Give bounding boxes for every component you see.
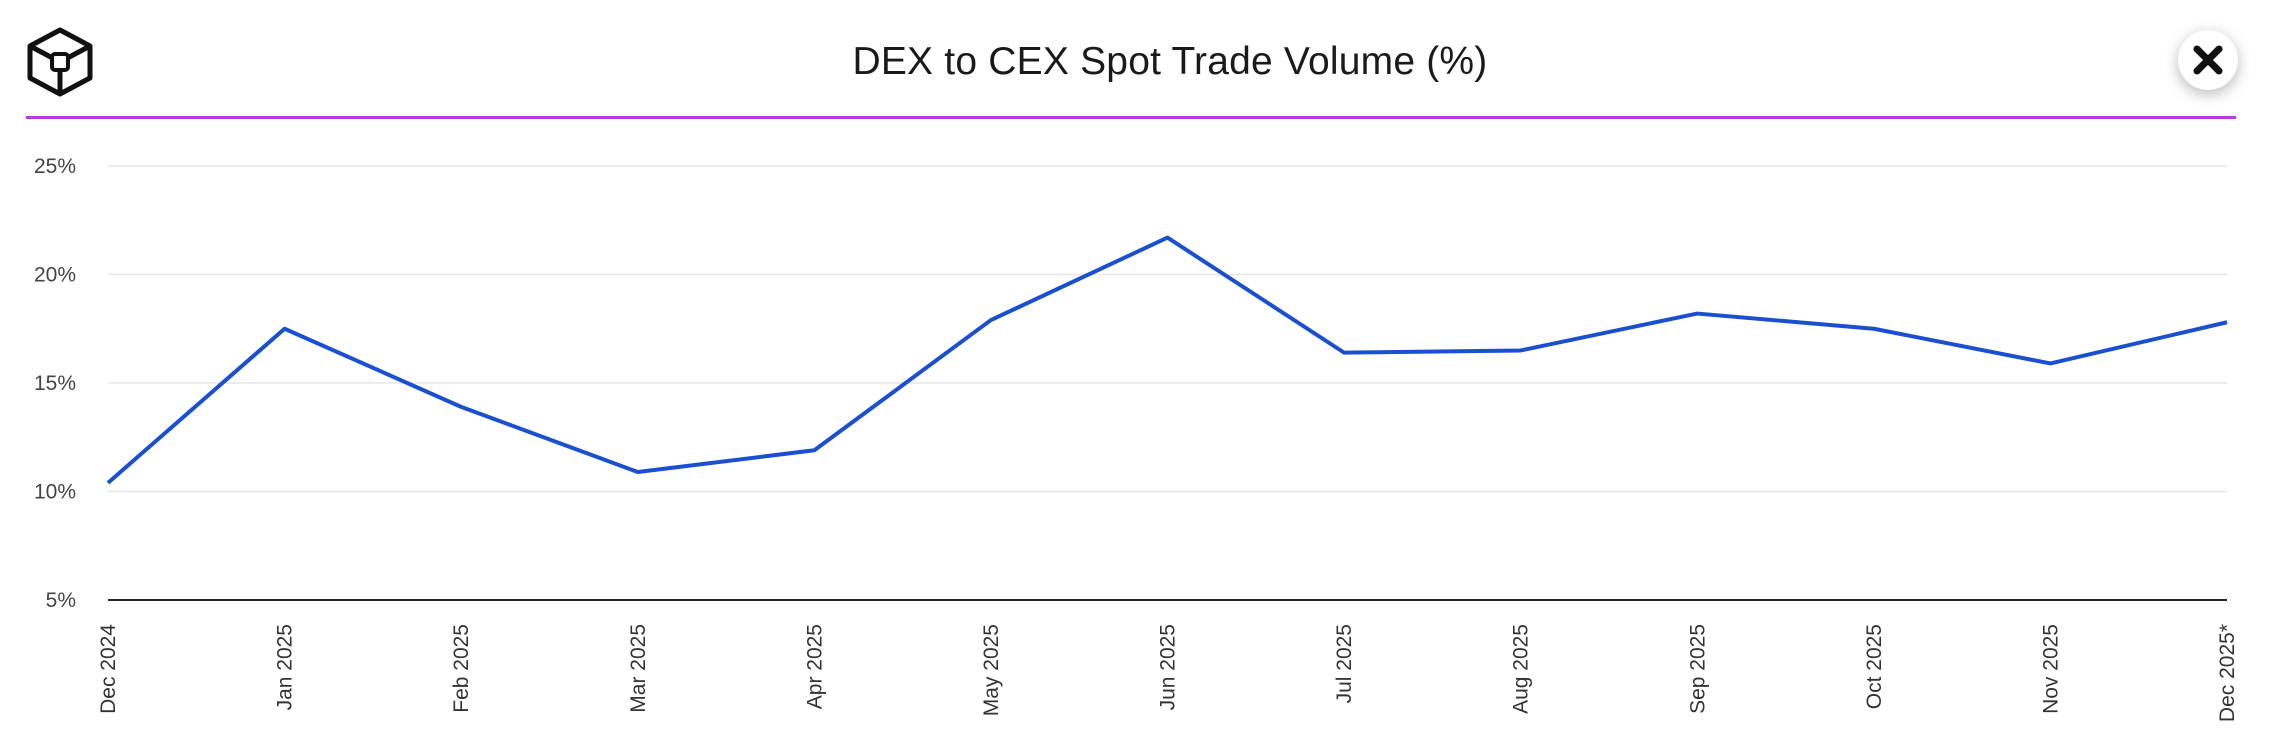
y-tick-label: 15% bbox=[34, 372, 76, 395]
title-divider bbox=[26, 116, 2236, 119]
data-point[interactable] bbox=[1162, 232, 1174, 244]
x-tick-label: Dec 2025* bbox=[2216, 624, 2239, 722]
data-point[interactable] bbox=[1515, 344, 1527, 356]
y-tick-label: 20% bbox=[34, 264, 76, 287]
x-tick-label: Jul 2025 bbox=[1333, 624, 1356, 703]
series-layer bbox=[102, 232, 2233, 489]
cube-logo-icon bbox=[27, 27, 93, 97]
x-tick-label: Aug 2025 bbox=[1510, 624, 1533, 714]
x-tick-label: Apr 2025 bbox=[803, 624, 826, 709]
data-point[interactable] bbox=[632, 466, 644, 478]
x-tick-label: Jun 2025 bbox=[1157, 624, 1180, 710]
data-point[interactable] bbox=[1338, 347, 1350, 359]
y-axis-ticks: 5% 10% 15% 20% 25% bbox=[34, 155, 76, 612]
gridlines bbox=[108, 165, 2227, 493]
data-point[interactable] bbox=[2221, 316, 2233, 328]
data-point[interactable] bbox=[455, 401, 467, 413]
x-tick-label: Jan 2025 bbox=[274, 624, 297, 710]
close-button[interactable] bbox=[2178, 30, 2238, 90]
x-tick-label: Dec 2024 bbox=[97, 624, 120, 714]
close-icon bbox=[2193, 45, 2223, 75]
x-tick-label: Mar 2025 bbox=[627, 624, 650, 713]
data-point[interactable] bbox=[985, 314, 997, 326]
data-point[interactable] bbox=[102, 477, 114, 489]
data-point[interactable] bbox=[2044, 357, 2056, 369]
x-tick-label: Sep 2025 bbox=[1686, 624, 1709, 714]
x-tick-label: Nov 2025 bbox=[2039, 624, 2062, 714]
x-tick-label: May 2025 bbox=[980, 624, 1003, 716]
x-tick-label: Feb 2025 bbox=[450, 624, 473, 713]
y-tick-label: 5% bbox=[46, 589, 76, 612]
series-line bbox=[106, 235, 2228, 485]
data-point[interactable] bbox=[1691, 308, 1703, 320]
data-point[interactable] bbox=[279, 323, 291, 335]
x-tick-label: Oct 2025 bbox=[1863, 624, 1886, 709]
x-axis-ticks: Dec 2024 Jan 2025 Feb 2025 Mar 2025 Apr 2025… bbox=[97, 624, 2239, 722]
data-point[interactable] bbox=[1868, 323, 1880, 335]
page-title: DEX to CEX Spot Trade Volume (%) bbox=[852, 40, 1488, 83]
y-tick-label: 25% bbox=[34, 155, 76, 178]
y-tick-label: 10% bbox=[34, 481, 76, 504]
data-point[interactable] bbox=[808, 444, 820, 456]
